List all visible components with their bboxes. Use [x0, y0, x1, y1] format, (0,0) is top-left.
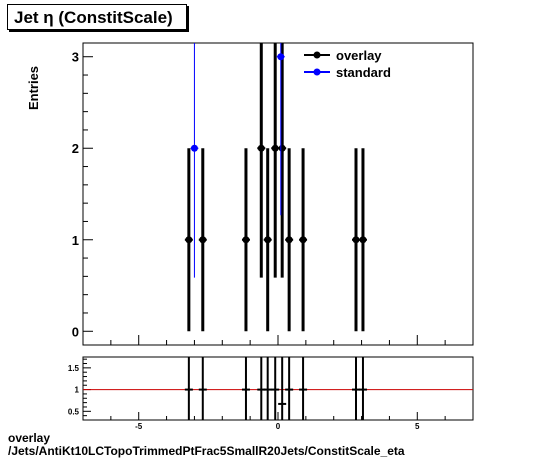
ratio-y-tick-label: 0.5: [68, 407, 80, 416]
overlay-data-point: [242, 236, 250, 244]
y-tick-label: 3: [72, 50, 79, 65]
ratio-x-tick-label: 0: [276, 422, 281, 431]
ratio-x-tick-label: -5: [135, 422, 143, 431]
y-tick-label: 1: [72, 233, 79, 248]
footer-line-2: /Jets/AntiKt10LCTopoTrimmedPtFrac5SmallR…: [8, 444, 405, 458]
ratio-y-tick-label: 1.5: [68, 364, 80, 373]
main-plot-frame: [82, 42, 474, 346]
legend-marker-standard: [313, 68, 321, 76]
overlay-data-point: [278, 144, 286, 152]
standard-data-point: [190, 144, 198, 152]
ratio-plot-frame: [82, 356, 474, 421]
legend-marker-overlay: [313, 51, 321, 59]
ratio-y-tick-label: 1: [75, 386, 80, 395]
overlay-data-point: [257, 144, 265, 152]
footer: overlay /Jets/AntiKt10LCTopoTrimmedPtFra…: [8, 432, 405, 458]
overlay-data-point: [185, 236, 193, 244]
overlay-data-point: [271, 144, 279, 152]
overlay-data-point: [299, 236, 307, 244]
legend-label-standard: standard: [336, 65, 391, 80]
ratio-x-tick-label: 5: [415, 422, 420, 431]
legend-label-overlay: overlay: [336, 48, 382, 63]
y-tick-label: 2: [72, 141, 79, 156]
y-axis-label: Entries: [26, 66, 41, 110]
overlay-data-point: [285, 236, 293, 244]
y-tick-label: 0: [72, 324, 79, 339]
overlay-data-point: [264, 236, 272, 244]
overlay-data-point: [352, 236, 360, 244]
overlay-data-point: [199, 236, 207, 244]
standard-data-point: [277, 53, 285, 61]
chart-title: Jet η (ConstitScale): [7, 4, 187, 30]
footer-line-1: overlay: [8, 431, 51, 445]
overlay-data-point: [359, 236, 367, 244]
